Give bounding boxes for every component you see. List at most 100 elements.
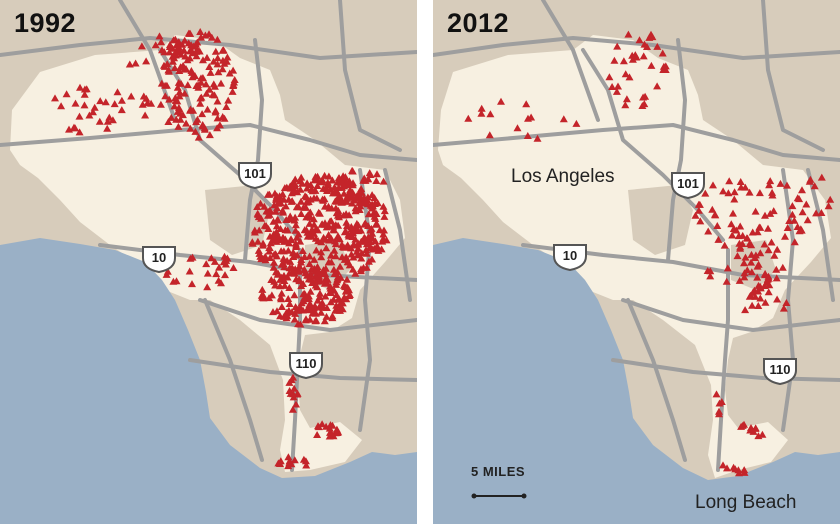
- triangle-marker-icon: [740, 273, 749, 281]
- triangle-marker-icon: [299, 297, 308, 305]
- triangle-marker-icon: [743, 266, 752, 274]
- triangle-marker-icon: [51, 94, 59, 102]
- triangle-marker-icon: [748, 228, 757, 236]
- triangle-marker-icon: [295, 277, 304, 285]
- road-north-1: [0, 36, 417, 60]
- city-of-la-area: [10, 35, 405, 472]
- triangle-marker-icon: [293, 389, 302, 397]
- triangle-marker-icon: [217, 79, 225, 87]
- triangle-marker-icon: [182, 119, 191, 127]
- triangle-marker-icon: [301, 192, 310, 200]
- triangle-marker-icon: [181, 52, 190, 60]
- triangle-marker-icon: [817, 173, 826, 181]
- triangle-marker-icon: [187, 67, 196, 74]
- triangle-marker-icon: [186, 254, 195, 262]
- triangle-marker-icon: [143, 99, 152, 107]
- triangle-marker-icon: [344, 232, 353, 240]
- triangle-marker-icon: [622, 95, 631, 103]
- shield-110: 110: [287, 350, 325, 380]
- triangle-marker-icon: [361, 219, 370, 227]
- triangle-marker-icon: [210, 257, 219, 265]
- triangle-marker-icon: [712, 390, 721, 398]
- triangle-marker-icon: [208, 90, 217, 98]
- triangle-marker-icon: [315, 293, 324, 301]
- triangle-marker-icon: [772, 274, 781, 282]
- triangle-marker-icon: [229, 264, 238, 271]
- triangle-marker-icon: [610, 56, 619, 64]
- triangle-marker-icon: [764, 288, 773, 296]
- triangle-marker-icon: [380, 207, 389, 215]
- triangle-marker-icon: [300, 226, 309, 234]
- triangle-marker-icon: [781, 232, 789, 240]
- triangle-marker-icon: [701, 189, 710, 197]
- triangle-marker-icon: [371, 209, 380, 217]
- triangle-marker-icon: [291, 226, 300, 234]
- triangle-marker-icon: [783, 224, 792, 231]
- triangle-marker-icon: [168, 44, 177, 52]
- triangle-marker-icon: [621, 101, 630, 109]
- triangle-marker-icon: [743, 234, 752, 242]
- triangle-marker-icon: [75, 128, 84, 136]
- triangle-marker-icon: [270, 277, 279, 285]
- year-title: 2012: [447, 8, 510, 38]
- shield-101: 101: [669, 170, 707, 200]
- triangle-marker-icon: [311, 186, 320, 194]
- triangle-marker-icon: [312, 174, 321, 182]
- triangle-marker-icon: [272, 222, 281, 230]
- triangle-marker-icon: [797, 226, 806, 234]
- triangle-marker-icon: [213, 60, 222, 68]
- triangle-marker-icon: [306, 213, 315, 221]
- markers-2012: [464, 30, 835, 477]
- triangle-marker-icon: [653, 42, 662, 50]
- triangle-marker-icon: [213, 97, 222, 105]
- triangle-marker-icon: [172, 115, 181, 123]
- triangle-marker-icon: [755, 189, 764, 197]
- triangle-marker-icon: [167, 113, 176, 121]
- triangle-marker-icon: [203, 53, 211, 61]
- enclave-area: [628, 185, 693, 255]
- triangle-marker-icon: [714, 235, 723, 243]
- triangle-marker-icon: [769, 207, 778, 215]
- triangle-marker-icon: [368, 191, 377, 199]
- triangle-marker-icon: [513, 124, 522, 132]
- triangle-marker-icon: [327, 217, 336, 225]
- interstate-shield-icon: [671, 172, 705, 200]
- triangle-marker-icon: [322, 244, 331, 252]
- triangle-marker-icon: [172, 277, 181, 285]
- triangle-marker-icon: [753, 228, 762, 236]
- triangle-marker-icon: [155, 32, 164, 40]
- triangle-marker-icon: [195, 47, 204, 55]
- triangle-marker-icon: [810, 182, 819, 190]
- triangle-marker-icon: [318, 176, 327, 184]
- triangle-marker-icon: [778, 263, 787, 271]
- triangle-marker-icon: [812, 209, 821, 217]
- triangle-marker-icon: [329, 265, 338, 273]
- interstate-shield-icon: [763, 358, 797, 386]
- interstate-shield-icon: [289, 352, 323, 380]
- triangle-marker-icon: [313, 182, 322, 189]
- triangle-marker-icon: [113, 88, 122, 96]
- triangle-marker-icon: [223, 53, 232, 61]
- triangle-marker-icon: [735, 239, 744, 247]
- triangle-marker-icon: [287, 460, 296, 468]
- triangle-marker-icon: [349, 229, 357, 237]
- triangle-marker-icon: [485, 131, 494, 139]
- triangle-marker-icon: [486, 110, 495, 118]
- road-north-3: [338, 0, 402, 152]
- interstate-shield-icon: [142, 246, 176, 274]
- triangle-marker-icon: [194, 81, 203, 89]
- triangle-marker-icon: [477, 109, 486, 117]
- triangle-marker-icon: [703, 267, 712, 274]
- triangle-marker-icon: [339, 172, 348, 180]
- triangle-marker-icon: [296, 303, 305, 311]
- triangle-marker-icon: [740, 259, 748, 267]
- triangle-marker-icon: [302, 203, 310, 211]
- triangle-marker-icon: [184, 39, 193, 47]
- triangle-marker-icon: [259, 255, 267, 262]
- triangle-marker-icon: [788, 202, 797, 210]
- triangle-marker-icon: [304, 275, 313, 283]
- triangle-marker-icon: [218, 46, 227, 54]
- triangle-marker-icon: [347, 223, 356, 231]
- shield-number: 101: [244, 166, 266, 181]
- triangle-marker-icon: [713, 222, 722, 229]
